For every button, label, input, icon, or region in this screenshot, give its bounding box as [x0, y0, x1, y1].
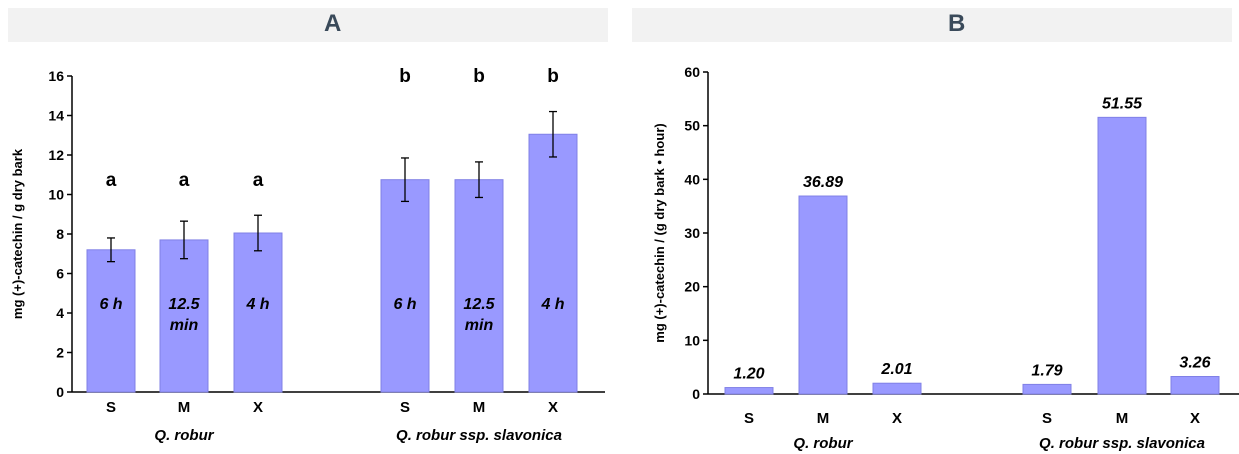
panel-a-y-tick-label: 12 — [48, 147, 64, 163]
panel-b-y-tick-label: 30 — [684, 225, 700, 241]
panel-a-time-label: 4 h — [540, 296, 564, 313]
panel-b-bar — [798, 195, 848, 395]
panel-a-bar — [380, 179, 430, 393]
panel-b-bar — [1022, 383, 1072, 395]
panel-a-significance-letter: a — [106, 170, 117, 191]
panel-b-data-label: 1.79 — [1031, 362, 1062, 379]
panel-a-time-label: min — [170, 317, 199, 334]
panel-a-group-label: Q. robur — [154, 427, 214, 444]
panel-a-significance-letter: a — [253, 170, 264, 191]
panel-a-time-label: 12.5 — [168, 296, 200, 313]
panel-b-data-label: 3.26 — [1179, 355, 1210, 372]
panel-b-category-label: S — [1042, 410, 1052, 427]
panel-a-bar — [233, 232, 283, 393]
panel-a-time-label: 6 h — [99, 296, 122, 313]
panel-b-data-label: 2.01 — [880, 361, 912, 378]
panel-a-category-label: M — [178, 399, 191, 416]
panel-a-y-tick-label: 6 — [56, 266, 64, 282]
panel-b-y-tick-label: 10 — [684, 332, 700, 348]
panel-b-group-label: Q. robur — [793, 435, 853, 452]
panel-a-bar — [528, 133, 578, 393]
panel-a-time-label: 12.5 — [463, 296, 495, 313]
panel-a-bar — [86, 249, 136, 393]
panel-a-y-tick-label: 8 — [56, 226, 64, 242]
panel-a-bar — [159, 239, 209, 393]
panel-a-category-label: X — [253, 399, 263, 416]
panel-a-y-tick-label: 0 — [56, 384, 64, 400]
panel-a-category-label: X — [548, 399, 558, 416]
panel-a-time-label: min — [465, 317, 494, 334]
panel-a-category-label: S — [400, 399, 410, 416]
panel-b-category-label: X — [1190, 410, 1200, 427]
panel-b-bar — [1170, 376, 1220, 395]
panel-b-bar — [1097, 116, 1147, 395]
panel-b-header-band — [632, 8, 1232, 42]
panel-a-y-tick-label: 2 — [56, 345, 64, 361]
panel-a-y-tick-label: 10 — [48, 187, 64, 203]
panel-a-y-tick-label: 4 — [56, 305, 64, 321]
panel-a-significance-letter: a — [179, 170, 190, 191]
panel-b-y-tick-label: 0 — [692, 386, 700, 402]
panel-b-group-label: Q. robur ssp. slavonica — [1039, 435, 1205, 452]
panel-a-time-label: 4 h — [245, 296, 269, 313]
panel-a-header-band — [8, 8, 608, 42]
panel-b-data-label: 51.55 — [1102, 95, 1143, 112]
panel-a-significance-letter: b — [473, 66, 485, 87]
panel-b-y-tick-label: 40 — [684, 171, 700, 187]
panel-a-y-axis-label: mg (+)-catechin / g dry bark — [10, 148, 25, 319]
panel-a-category-label: M — [473, 399, 486, 416]
panel-b-category-label: X — [892, 410, 902, 427]
panel-b-category-label: M — [817, 410, 830, 427]
panel-b-y-axis-label: mg (+)-catechin / (g dry bark • hour) — [652, 123, 667, 342]
panel-b-data-label: 1.20 — [733, 366, 764, 383]
panel-a-significance-letter: b — [399, 66, 411, 87]
panel-b-bar — [724, 387, 774, 395]
panel-a-significance-letter: b — [547, 66, 559, 87]
panel-a-y-tick-label: 14 — [48, 108, 64, 124]
panel-a-y-tick-label: 16 — [48, 68, 64, 84]
panel-b-data-label: 36.89 — [803, 174, 843, 191]
panel-b-y-tick-label: 50 — [684, 118, 700, 134]
panel-a-group-label: Q. robur ssp. slavonica — [396, 427, 562, 444]
panel-b-category-label: S — [744, 410, 754, 427]
panel-b-y-tick-label: 60 — [684, 64, 700, 80]
panel-b-y-tick-label: 20 — [684, 279, 700, 295]
panel-b-bar — [872, 382, 922, 395]
panel-a-category-label: S — [106, 399, 116, 416]
panel-a-bar — [454, 179, 504, 393]
panel-b-letter: B — [948, 10, 966, 37]
panel-a-time-label: 6 h — [393, 296, 416, 313]
panel-b-category-label: M — [1116, 410, 1129, 427]
panel-a-letter: A — [324, 10, 342, 37]
